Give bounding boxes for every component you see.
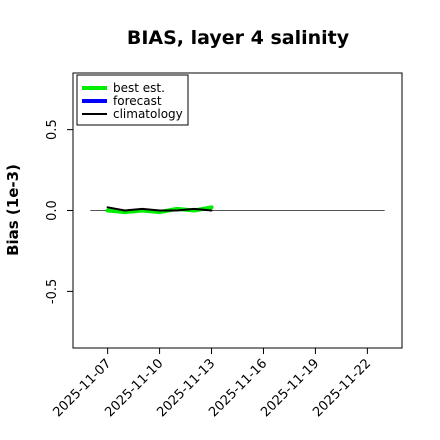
- x-axis: 2025-11-072025-11-102025-11-132025-11-16…: [50, 347, 374, 420]
- y-tick-label: 0.0: [45, 200, 60, 221]
- legend-label-forecast: forecast: [113, 94, 162, 108]
- y-tick-label: -0.5: [45, 279, 60, 304]
- y-axis: -0.5 0.0 0.5: [45, 119, 74, 304]
- legend-label-climatology: climatology: [113, 107, 183, 121]
- y-axis-label: Bias (1e-3): [4, 164, 22, 256]
- legend-label-best-est: best est.: [113, 81, 165, 95]
- y-tick-label: 0.5: [45, 119, 60, 140]
- series-layer: [105, 205, 214, 215]
- legend: best est. forecast climatology: [76, 74, 189, 126]
- series-line-best-est: [105, 205, 214, 215]
- series-line-climatology: [106, 206, 213, 212]
- chart-title: BIAS, layer 4 salinity: [127, 27, 350, 49]
